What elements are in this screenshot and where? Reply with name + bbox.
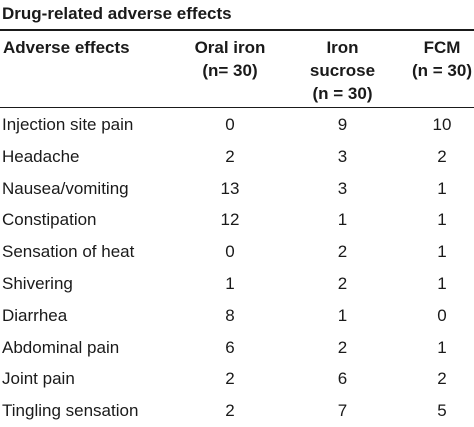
header-oral-iron-line-2: (n= 30)	[202, 61, 258, 80]
cell-fcm: 10	[432, 115, 452, 134]
cell-oral-iron: 8	[225, 305, 235, 325]
table-header: Adverse effects Oral iron (n= 30) Iron s…	[0, 32, 474, 106]
cell-oral-iron: 0	[225, 115, 235, 134]
table-row: Diarrhea 8 1 0	[0, 300, 474, 332]
table-row: Headache 2 3 2	[0, 141, 474, 173]
cell-fcm: 0	[437, 305, 447, 325]
cell-fcm: 5	[437, 401, 447, 421]
cell-oral-iron: 2	[225, 401, 235, 421]
header-fcm-line-2: (n = 30)	[412, 61, 472, 80]
table-title: Drug-related adverse effects	[2, 4, 232, 23]
cell-oral-iron: 13	[220, 178, 240, 198]
cell-adverse-effect: Nausea/vomiting	[2, 178, 129, 198]
top-rule	[0, 29, 474, 31]
cell-iron-sucrose: 9	[337, 115, 348, 134]
cell-fcm: 1	[437, 273, 447, 293]
table-row: Joint pain 2 6 2	[0, 363, 474, 395]
table-row: Constipation 12 1 1	[0, 204, 474, 236]
cell-iron-sucrose: 6	[337, 369, 348, 389]
cell-iron-sucrose: 3	[337, 178, 348, 198]
table-row: Nausea/vomiting 13 3 1	[0, 173, 474, 205]
cell-fcm: 1	[437, 337, 447, 357]
cell-oral-iron: 1	[225, 273, 235, 293]
cell-fcm: 1	[437, 210, 447, 230]
header-iron-sucrose-line-1: Iron	[326, 38, 359, 57]
header-adverse-effects: Adverse effects	[3, 36, 130, 59]
cell-iron-sucrose: 2	[337, 273, 348, 293]
cell-adverse-effect: Diarrhea	[2, 305, 68, 325]
table-row: Sensation of heat 0 2 1	[0, 236, 474, 268]
header-oral-iron: Oral iron (n= 30)	[175, 36, 285, 82]
cell-oral-iron: 0	[225, 242, 235, 262]
cell-fcm: 2	[437, 369, 447, 389]
header-iron-sucrose-line-3: (n = 30)	[312, 84, 373, 103]
cell-iron-sucrose: 2	[337, 337, 348, 357]
header-fcm: FCM (n = 30)	[402, 36, 474, 82]
cell-adverse-effect: Abdominal pain	[2, 337, 120, 357]
cell-iron-sucrose: 1	[337, 210, 348, 230]
cell-adverse-effect: Sensation of heat	[2, 242, 135, 262]
table-row: Shivering 1 2 1	[0, 268, 474, 300]
cell-fcm: 2	[437, 146, 447, 166]
cell-adverse-effect: Shivering	[2, 273, 73, 293]
cell-adverse-effect: Tingling sensation	[2, 401, 139, 421]
header-iron-sucrose: Iron sucrose (n = 30)	[300, 36, 385, 105]
cell-adverse-effect: Injection site pain	[2, 115, 134, 134]
cell-fcm: 1	[437, 242, 447, 262]
cell-oral-iron: 2	[225, 146, 235, 166]
table-row: Tingling sensation 2 7 5	[0, 395, 474, 427]
table-row: Injection site pain 0 9 10	[0, 109, 474, 141]
cell-adverse-effect: Headache	[2, 146, 80, 166]
header-adverse-effects-line: Adverse effects	[3, 38, 130, 57]
cell-adverse-effect: Joint pain	[2, 369, 75, 389]
table-body: Injection site pain 0 9 10 Headache 2 3 …	[0, 109, 474, 427]
cell-oral-iron: 6	[225, 337, 235, 357]
cell-iron-sucrose: 7	[337, 401, 348, 421]
cell-adverse-effect: Constipation	[2, 210, 97, 230]
header-fcm-line-1: FCM	[423, 38, 461, 57]
table-row: Abdominal pain 6 2 1	[0, 332, 474, 364]
header-iron-sucrose-line-2: sucrose	[309, 61, 376, 80]
header-rule	[0, 107, 474, 108]
cell-iron-sucrose: 1	[337, 305, 348, 325]
header-oral-iron-line-1: Oral iron	[194, 38, 266, 57]
cell-iron-sucrose: 3	[337, 146, 348, 166]
cell-fcm: 1	[437, 178, 447, 198]
cell-oral-iron: 12	[220, 210, 240, 230]
cell-oral-iron: 2	[225, 369, 235, 389]
cell-iron-sucrose: 2	[337, 242, 348, 262]
